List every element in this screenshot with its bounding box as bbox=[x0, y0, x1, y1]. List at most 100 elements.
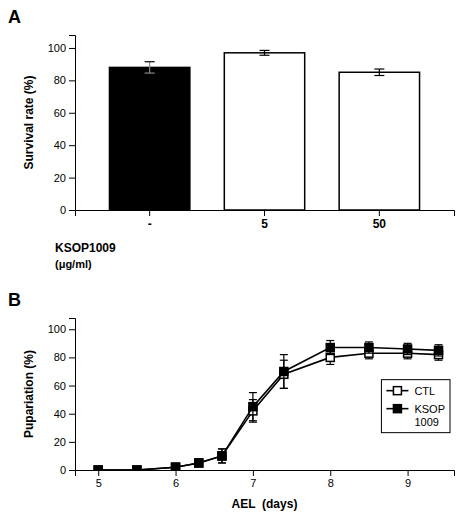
tick-label: 40 bbox=[54, 408, 66, 420]
y-tick: 40 bbox=[54, 139, 75, 151]
error-bar bbox=[435, 345, 443, 356]
bar bbox=[109, 67, 189, 210]
axis-line bbox=[76, 471, 455, 477]
error-bar bbox=[326, 341, 334, 355]
bar bbox=[224, 53, 304, 210]
tick-mark bbox=[69, 113, 75, 114]
tick-mark bbox=[69, 80, 75, 81]
tick-mark bbox=[69, 414, 75, 415]
error-bar bbox=[404, 343, 412, 354]
marker bbox=[195, 459, 203, 467]
axis-line bbox=[69, 36, 76, 211]
plot: 5 6 7 8 9 0 20 40 60 80 100 CTL KSOP1009 bbox=[48, 319, 455, 489]
marker bbox=[172, 463, 180, 470]
tick-mark bbox=[379, 210, 380, 216]
tick-mark bbox=[330, 470, 331, 476]
x-tick: 6 bbox=[173, 470, 179, 489]
marker bbox=[94, 466, 102, 470]
marker bbox=[218, 452, 226, 460]
y-tick: 0 bbox=[60, 464, 75, 476]
tick-label: 6 bbox=[173, 477, 179, 489]
error-bar bbox=[260, 50, 270, 55]
y-tick: 80 bbox=[54, 74, 75, 86]
tick-mark bbox=[69, 329, 75, 330]
tick-mark bbox=[176, 470, 177, 476]
tick-label: 20 bbox=[54, 172, 66, 184]
marker bbox=[94, 466, 102, 470]
marker bbox=[218, 452, 226, 460]
tick-label: 5 bbox=[96, 477, 102, 489]
marker bbox=[365, 344, 373, 352]
y-axis-title: Pupariation (%) bbox=[22, 350, 36, 438]
marker bbox=[195, 459, 203, 467]
tick-label: 80 bbox=[54, 74, 66, 86]
tick-label: 80 bbox=[54, 351, 66, 363]
tick-mark bbox=[149, 210, 150, 216]
legend-item: KSOP1009 bbox=[386, 403, 445, 428]
marker bbox=[280, 367, 288, 375]
marker bbox=[249, 403, 257, 411]
x-axis: 5 6 7 8 9 bbox=[76, 470, 455, 489]
line bbox=[98, 348, 438, 470]
tick-label: 40 bbox=[54, 139, 66, 151]
tick-label: 100 bbox=[48, 323, 66, 335]
tick-label: 60 bbox=[54, 380, 66, 392]
legend-marker bbox=[393, 405, 401, 413]
x-axis: - 5 50 bbox=[76, 210, 455, 231]
marker bbox=[172, 463, 180, 470]
legend-label: KSOP1009 bbox=[414, 403, 445, 428]
marker bbox=[435, 346, 443, 354]
x-tick: - bbox=[148, 210, 152, 231]
y-tick: 20 bbox=[54, 436, 75, 448]
tick-label: - bbox=[148, 217, 152, 231]
x-tick: 50 bbox=[373, 210, 387, 231]
tick-mark bbox=[69, 178, 75, 179]
tick-mark bbox=[69, 442, 75, 443]
marker bbox=[133, 466, 141, 470]
axis-line bbox=[76, 211, 455, 217]
axis-line bbox=[69, 319, 76, 471]
x-tick: 9 bbox=[405, 470, 411, 489]
legend-frame bbox=[381, 380, 450, 433]
y-tick: 60 bbox=[54, 380, 75, 392]
x-tick: 7 bbox=[250, 470, 256, 489]
tick-mark bbox=[69, 210, 75, 211]
series bbox=[94, 348, 442, 470]
x-tick: 5 bbox=[261, 210, 268, 231]
error-bar bbox=[280, 355, 288, 389]
y-tick: 0 bbox=[60, 204, 75, 216]
tick-label: 20 bbox=[54, 436, 66, 448]
y-tick: 100 bbox=[48, 42, 75, 54]
y-axis-title: Survival rate (%) bbox=[22, 75, 36, 169]
plot: - 5 50 0 20 40 60 80 100 bbox=[48, 36, 455, 231]
tick-mark bbox=[69, 48, 75, 49]
y-axis: 0 20 40 60 80 100 bbox=[48, 319, 76, 477]
marker bbox=[133, 466, 141, 470]
y-tick: 20 bbox=[54, 172, 75, 184]
tick-mark bbox=[253, 470, 254, 476]
error-bar bbox=[249, 393, 257, 421]
tick-label: 9 bbox=[405, 477, 411, 489]
legend-marker bbox=[393, 387, 401, 395]
x-tick: 8 bbox=[328, 470, 334, 489]
tick-label: 100 bbox=[48, 42, 66, 54]
y-tick: 80 bbox=[54, 351, 75, 363]
legend: CTL KSOP1009 bbox=[381, 380, 450, 433]
y-tick: 40 bbox=[54, 408, 75, 420]
tick-label: 5 bbox=[261, 217, 268, 231]
panel-label: B bbox=[8, 290, 21, 310]
tick-mark bbox=[69, 145, 75, 146]
marker bbox=[404, 345, 412, 353]
marker bbox=[326, 344, 334, 352]
error-bar bbox=[374, 69, 384, 75]
tick-mark bbox=[69, 386, 75, 387]
error-bar bbox=[145, 62, 155, 73]
legend-item: CTL bbox=[386, 385, 435, 397]
tick-label: 7 bbox=[250, 477, 256, 489]
x-axis-title: AEL (days) bbox=[232, 497, 298, 511]
y-tick: 100 bbox=[48, 323, 75, 335]
tick-label: 50 bbox=[373, 217, 387, 231]
legend-label: CTL bbox=[414, 385, 435, 397]
tick-mark bbox=[69, 470, 75, 471]
y-tick: 60 bbox=[54, 107, 75, 119]
